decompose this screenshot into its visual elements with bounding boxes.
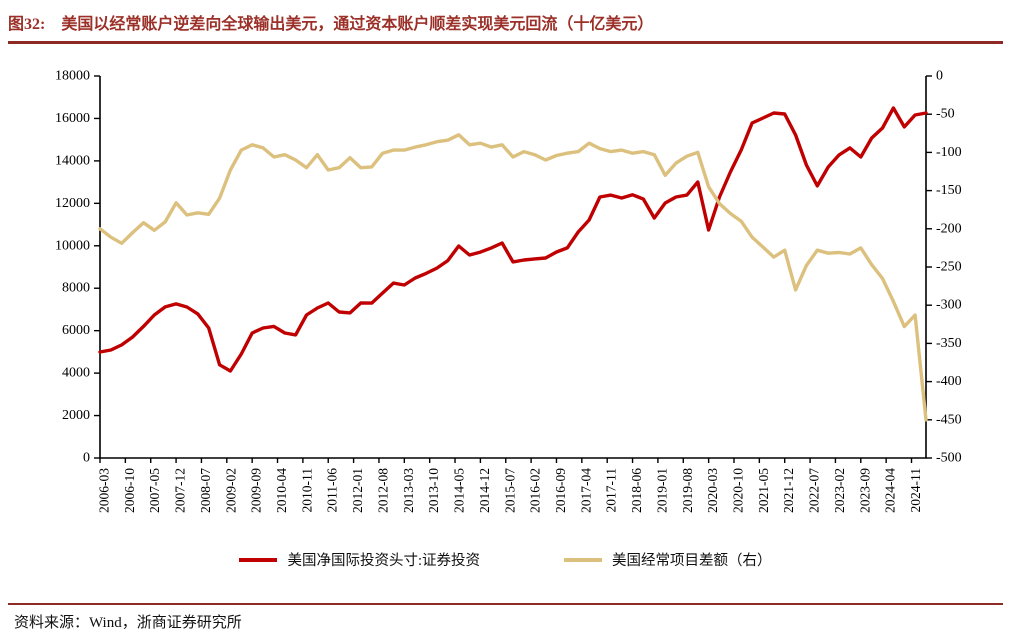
- legend-item-current-account: 美国经常项目差额（右）: [564, 549, 772, 570]
- legend-red-line-swatch: [239, 557, 278, 562]
- axis-tick-label: -400: [936, 374, 962, 389]
- axis-tick-label: 16000: [55, 111, 90, 126]
- data-source-note: 资料来源：Wind，浙商证券研究所: [14, 615, 242, 631]
- axis-tick-label: 2017-04: [578, 468, 593, 513]
- axis-tick-label: 2015-07: [502, 468, 517, 513]
- axis-tick-label: 2009-02: [223, 468, 238, 513]
- axis-tick-label: 2023-02: [832, 468, 847, 513]
- axis-tick-label: 2019-08: [680, 468, 695, 513]
- axis-tick-label: 18000: [55, 69, 90, 84]
- axis-tick-label: 2017-11: [604, 468, 619, 513]
- axis-tick-label: 2000: [62, 408, 90, 423]
- axis-tick-label: -250: [936, 260, 962, 275]
- figure-caption: 美国以经常账户逆差向全球输出美元，通过资本账户顺差实现美元回流（十亿美元）: [61, 16, 654, 33]
- axis-tick-label: 2014-12: [477, 468, 492, 513]
- axis-tick-label: 10000: [55, 238, 90, 253]
- axis-tick-label: 2020-03: [705, 468, 720, 513]
- axis-tick-label: 14000: [55, 153, 90, 168]
- axis-tick-label: -100: [936, 145, 962, 160]
- axis-tick-label: 2007-12: [173, 468, 188, 513]
- footer-divider-line: [8, 603, 1003, 605]
- axis-tick-label: 0: [936, 69, 943, 84]
- axis-tick-label: 2014-05: [452, 468, 467, 513]
- axes-frame: [99, 76, 927, 459]
- axis-tick-label: 2006-03: [97, 468, 112, 513]
- axis-tick-label: 2021-12: [781, 468, 796, 513]
- axis-tick-label: 2007-05: [147, 468, 162, 513]
- axis-tick-label: 2010-11: [299, 468, 314, 513]
- figure-number: 图32:: [8, 16, 46, 33]
- axis-tick-label: -350: [936, 336, 962, 351]
- axis-tick-label: 8000: [62, 281, 90, 296]
- axis-tick-label: 2011-06: [325, 468, 340, 513]
- axis-tick-label: 2016-09: [553, 468, 568, 513]
- axis-tick-label: 2008-07: [198, 468, 213, 513]
- figure-title: 图32: 美国以经常账户逆差向全球输出美元，通过资本账户顺差实现美元回流（十亿美元…: [8, 10, 1003, 34]
- axis-tick-label: 2013-03: [401, 468, 416, 513]
- axis-tick-label: 12000: [55, 196, 90, 211]
- axis-tick-label: 2009-09: [249, 468, 264, 513]
- axis-tick-label: 2020-10: [730, 468, 745, 513]
- axis-tick-label: 2018-06: [629, 468, 644, 513]
- axis-tick-label: 2023-09: [857, 468, 872, 513]
- axis-tick-label: 2016-02: [528, 468, 543, 513]
- axis-tick-label: 2012-01: [350, 468, 365, 513]
- axis-tick-label: 2021-05: [756, 468, 771, 513]
- legend-label-niip: 美国净国际投资头寸:证券投资: [287, 553, 481, 569]
- niip-series-line: [98, 106, 928, 373]
- axis-tick-label: 4000: [62, 366, 90, 381]
- legend-item-niip: 美国净国际投资头寸:证券投资: [239, 549, 480, 570]
- legend-tan-line-swatch: [564, 557, 603, 562]
- axis-tick-label: -450: [936, 412, 962, 427]
- axis-tick-label: 2012-08: [375, 468, 390, 513]
- axis-tick-label: -200: [936, 221, 962, 236]
- axis-tick-label: 2022-07: [807, 468, 822, 513]
- axis-tick-label: -500: [936, 451, 962, 466]
- axis-tick-label: 2024-04: [883, 468, 898, 513]
- axis-tick-label: -50: [936, 107, 955, 122]
- chart-legend: 美国净国际投资头寸:证券投资 美国经常项目差额（右）: [0, 549, 1011, 570]
- axis-tick-label: 2024-11: [908, 468, 923, 513]
- axis-tick-label: 2010-04: [274, 468, 289, 513]
- axis-tick-label: 0: [83, 451, 90, 466]
- axis-tick-label: 2006-10: [122, 468, 137, 513]
- axis-tick-label: -300: [936, 298, 962, 313]
- axis-tick-label: -150: [936, 183, 962, 198]
- axis-tick-label: 2013-10: [426, 468, 441, 513]
- current-account-series-line: [98, 133, 928, 422]
- legend-label-current-account: 美国经常项目差额（右）: [612, 553, 772, 569]
- axis-tick-label: 2019-01: [654, 468, 669, 513]
- title-divider-line: [8, 41, 1003, 44]
- axis-tick-label: 6000: [62, 323, 90, 338]
- dual-axis-line-chart: 0 2000 4000 6000 8000 10000 12000 14000 16000 180…: [55, 69, 962, 514]
